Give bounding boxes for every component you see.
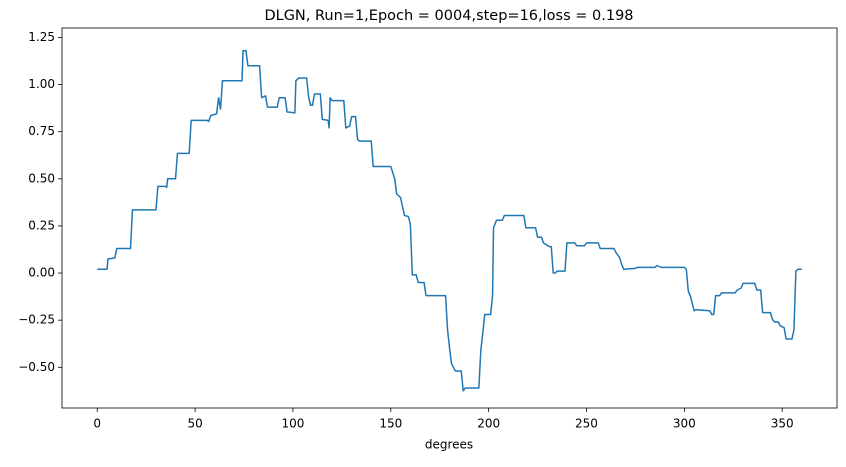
- y-tick-label: 0.25: [28, 218, 55, 232]
- plot-frame: [61, 27, 838, 409]
- y-tick-label: −0.50: [18, 360, 55, 374]
- chart-title: DLGN, Run=1,Epoch = 0004,step=16,loss = …: [264, 8, 633, 24]
- x-axis-label: degrees: [425, 438, 473, 452]
- x-tick-label: 300: [673, 417, 696, 431]
- y-tick-label: 0.50: [28, 171, 55, 185]
- x-tick-label: 0: [93, 417, 101, 431]
- x-tick-label: 350: [771, 417, 794, 431]
- y-tick-label: 1.25: [28, 30, 55, 44]
- data-line: [97, 49, 802, 392]
- y-tick-label: 1.00: [28, 77, 55, 91]
- x-tick-label: 200: [477, 417, 500, 431]
- y-tick-label: 0.75: [28, 124, 55, 138]
- x-tick-label: 250: [575, 417, 598, 431]
- x-tick-label: 100: [281, 417, 304, 431]
- y-tick-label: 0.00: [28, 266, 55, 280]
- x-tick-label: 150: [379, 417, 402, 431]
- y-tick-label: −0.25: [18, 313, 55, 327]
- x-tick-label: 50: [187, 417, 202, 431]
